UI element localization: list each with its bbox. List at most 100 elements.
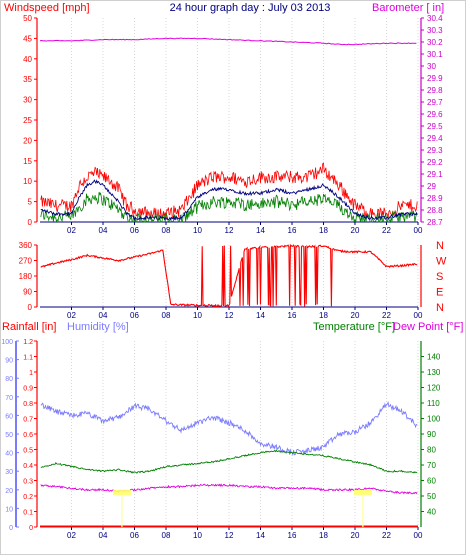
top-panel-x-tick-label: 10 bbox=[193, 226, 202, 235]
rainfall-y-tick-label: 0.5 bbox=[23, 448, 33, 455]
barometer-y-tick-label: 29.4 bbox=[427, 134, 443, 143]
rainfall-y-tick-label: 0.3 bbox=[23, 479, 33, 486]
top-panel-x-tick-label: 04 bbox=[99, 226, 108, 235]
windspeed-y-tick-label: 20 bbox=[23, 136, 32, 145]
bottom-panel-x-tick-label: 16 bbox=[288, 531, 297, 540]
direction-y-tick-label: 0 bbox=[28, 303, 33, 312]
barometer-y-tick-label: 30.3 bbox=[427, 26, 443, 35]
top-panel-x-tick-label: 12 bbox=[225, 226, 234, 235]
top-panel-x-tick-label: 20 bbox=[351, 226, 360, 235]
windspeed-y-tick-label: 40 bbox=[23, 55, 32, 64]
barometer-y-tick-label: 29 bbox=[427, 182, 436, 191]
direction-panel-x-tick-label: 04 bbox=[99, 311, 108, 320]
humidity-series-line bbox=[40, 401, 418, 456]
bottom-panel-x-tick-label: 14 bbox=[256, 531, 265, 540]
temperature-humidity-panel: 0 0.1 0.2 0.3 0.4 0.5 0.6 0.7 0.8 0.9 1 1.1 1.2 0 10 20… bbox=[1, 339, 441, 540]
rainfall-y-tick-label: 1 bbox=[29, 370, 33, 377]
compass-label: N bbox=[436, 302, 444, 314]
rainfall-y-tick-label: 0.7 bbox=[23, 417, 33, 424]
page-title: 24 hour graph day : July 03 2013 bbox=[170, 2, 331, 14]
windspeed-y-tick-label: 15 bbox=[23, 157, 32, 166]
direction-panel-x-tick-label: 14 bbox=[256, 311, 265, 320]
bottom-panel-x-tick-label: 00 bbox=[414, 531, 423, 540]
barometer-y-tick-label: 30.2 bbox=[427, 38, 443, 47]
rainfall-y-tick-label: 0.4 bbox=[23, 463, 33, 470]
top-panel-x-tick-label: 16 bbox=[288, 226, 297, 235]
direction-y-tick-label: 180 bbox=[19, 272, 33, 281]
barometer-y-tick-label: 29.5 bbox=[427, 122, 443, 131]
top-panel-x-tick-label: 00 bbox=[414, 226, 423, 235]
bottom-panel-x-tick-label: 06 bbox=[130, 531, 139, 540]
windspeed-y-tick-label: 45 bbox=[23, 34, 32, 43]
windspeed-y-tick-label: 30 bbox=[23, 96, 32, 105]
windspeed-axis-title: Windspeed [mph] bbox=[4, 2, 90, 14]
rainfall-axis-title: Rainfall [in] bbox=[2, 321, 56, 333]
rainfall-y-tick-label: 0 bbox=[29, 525, 33, 532]
barometer-y-tick-label: 29.9 bbox=[427, 74, 443, 83]
lull-series-line bbox=[40, 191, 418, 224]
humidity-y-tick-label: 90 bbox=[5, 358, 13, 365]
barometer-y-tick-label: 28.7 bbox=[427, 218, 443, 227]
humidity-y-tick-label: 0 bbox=[9, 525, 13, 532]
gust-series-line bbox=[40, 162, 418, 221]
direction-panel-x-tick-label: 00 bbox=[414, 311, 423, 320]
barometer-y-tick-label: 29.6 bbox=[427, 110, 443, 119]
bottom-panel-x-tick-label: 22 bbox=[382, 531, 391, 540]
temperature-y-tick-label: 60 bbox=[427, 477, 436, 486]
humidity-y-tick-label: 30 bbox=[5, 469, 13, 476]
top-panel-x-tick-label: 02 bbox=[67, 226, 76, 235]
bottom-panel-x-tick-label: 20 bbox=[351, 531, 360, 540]
sunrise-marker bbox=[112, 489, 131, 495]
top-panel-x-tick-label: 08 bbox=[162, 226, 171, 235]
rainfall-y-tick-label: 1.1 bbox=[23, 355, 33, 362]
barometer-y-tick-label: 28.9 bbox=[427, 194, 443, 203]
barometer-y-tick-label: 30.4 bbox=[427, 14, 443, 23]
barometer-y-tick-label: 29.2 bbox=[427, 158, 443, 167]
rainfall-y-tick-label: 0.6 bbox=[23, 432, 33, 439]
windspeed-y-tick-label: 0 bbox=[28, 218, 33, 227]
barometer-y-tick-label: 30 bbox=[427, 62, 436, 71]
direction-y-tick-label: 270 bbox=[19, 257, 33, 266]
top-panel-x-tick-label: 22 bbox=[382, 226, 391, 235]
direction-panel-x-tick-label: 20 bbox=[351, 311, 360, 320]
windspeed-series-line bbox=[40, 179, 418, 221]
humidity-y-tick-label: 10 bbox=[5, 506, 13, 513]
barometer-y-tick-label: 29.7 bbox=[427, 98, 443, 107]
wind-direction-series-line bbox=[40, 244, 418, 308]
direction-y-tick-label: 90 bbox=[23, 288, 32, 297]
compass-label: E bbox=[436, 287, 443, 299]
barometer-y-tick-label: 29.8 bbox=[427, 86, 443, 95]
bottom-panel-x-tick-label: 18 bbox=[319, 531, 328, 540]
temperature-y-tick-label: 130 bbox=[427, 368, 441, 377]
top-panel-x-tick-label: 18 bbox=[319, 226, 328, 235]
windspeed-y-tick-label: 10 bbox=[23, 177, 32, 186]
bottom-panel-x-tick-label: 02 bbox=[67, 531, 76, 540]
humidity-y-tick-label: 40 bbox=[5, 451, 13, 458]
humidity-axis-title: Humidity [%] bbox=[67, 321, 129, 333]
rainfall-y-tick-label: 1.2 bbox=[23, 339, 33, 346]
compass-label: N bbox=[436, 240, 444, 252]
humidity-y-tick-label: 50 bbox=[5, 432, 13, 439]
direction-y-tick-label: 360 bbox=[19, 241, 33, 250]
temperature-y-tick-label: 100 bbox=[427, 415, 441, 424]
humidity-y-tick-label: 70 bbox=[5, 395, 13, 402]
bottom-panel-x-tick-label: 04 bbox=[99, 531, 108, 540]
dewpoint-axis-title: Dew Point [°F] bbox=[393, 321, 463, 333]
bottom-panel-x-tick-label: 12 bbox=[225, 531, 234, 540]
temperature-y-tick-label: 110 bbox=[427, 399, 440, 408]
temperature-axis-title: Temperature [°F] bbox=[313, 321, 395, 333]
direction-panel-x-tick-label: 22 bbox=[382, 311, 391, 320]
sunset-marker bbox=[353, 489, 372, 495]
temperature-y-tick-label: 140 bbox=[427, 353, 441, 362]
top-panel-x-tick-label: 14 bbox=[256, 226, 265, 235]
direction-panel-x-tick-label: 12 bbox=[225, 311, 234, 320]
direction-panel-x-tick-label: 16 bbox=[288, 311, 297, 320]
barometer-series-line bbox=[39, 37, 417, 46]
direction-panel-x-tick-label: 06 bbox=[130, 311, 139, 320]
temperature-y-tick-label: 120 bbox=[427, 384, 441, 393]
temperature-y-tick-label: 70 bbox=[427, 461, 436, 470]
